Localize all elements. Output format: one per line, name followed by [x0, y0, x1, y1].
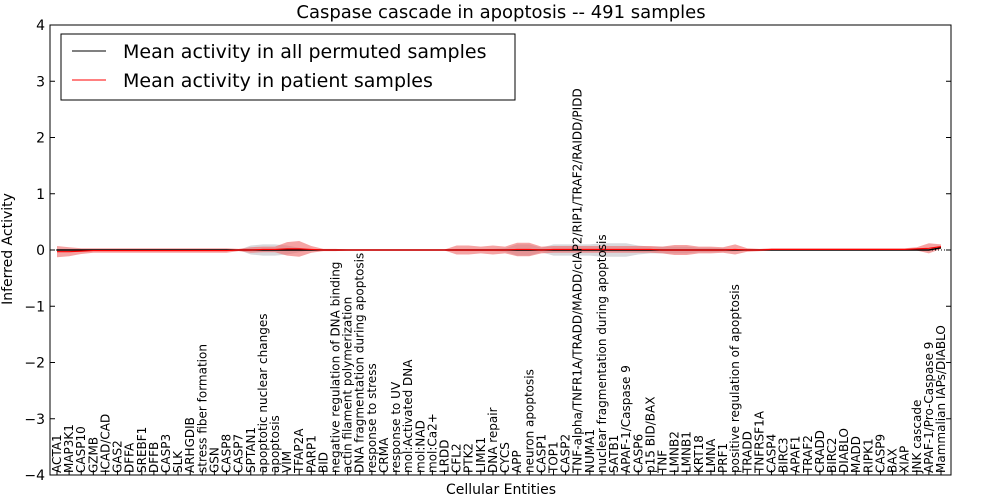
x-tick-label: mol:NAD: [413, 420, 427, 473]
x-tick-label: BIRC3: [777, 437, 791, 473]
x-tick-label: DIABLO: [837, 428, 851, 473]
x-tick-label: ARHGDIB: [183, 417, 197, 473]
x-tick-label: GZMB: [86, 437, 100, 473]
x-tick-label: CASP2: [559, 434, 573, 473]
y-tick-label: −2: [24, 356, 45, 372]
x-tick-label: response to UV: [389, 381, 403, 473]
x-tick-label: nuclear fragmentation during apoptosis: [595, 234, 609, 473]
x-tick-label: actin filament polymerization: [341, 297, 355, 473]
x-tick-label: negative regulation of DNA binding: [329, 262, 343, 473]
x-tick-label: TNFRSF1A: [752, 410, 766, 474]
chart-title: Caspase cascade in apoptosis -- 491 samp…: [296, 2, 705, 23]
x-tick-label: CASP6: [631, 434, 645, 473]
x-tick-label: SPTAN1: [244, 427, 258, 473]
x-tick-label: DNA repair: [486, 407, 500, 473]
x-tick-label: mol:Activated DNA: [401, 359, 415, 473]
x-tick-label: PARP1: [304, 435, 318, 473]
x-tick-label: KRT18: [692, 435, 706, 473]
legend-frame: [60, 33, 516, 101]
x-tick-label: LMNA: [704, 438, 718, 473]
x-tick-label: DFFA: [123, 442, 137, 473]
x-tick-label: ACTA1: [50, 434, 64, 473]
x-tick-label: APAF-1/Pro-Caspase 9: [922, 342, 936, 473]
x-tick-label: TFAP2A: [292, 428, 306, 474]
legend-label-patient: Mean activity in patient samples: [123, 70, 433, 92]
x-tick-label: BID: [316, 452, 330, 473]
x-tick-label: CYCS: [498, 442, 512, 473]
x-tick-label: DFFB: [147, 442, 161, 473]
x-tick-label: BIRC2: [825, 437, 839, 473]
x-tick-label: LMNB1: [680, 431, 694, 473]
x-tick-label: PTK2: [462, 443, 476, 473]
x-tick-label: JNK cascade: [910, 400, 924, 474]
x-tick-label: CASP10: [74, 426, 88, 473]
x-tick-label: GAS2: [111, 440, 125, 473]
x-tick-label: CASP7: [232, 434, 246, 473]
x-tick-label: ICAD/CAD: [98, 414, 112, 473]
x-tick-label: CASP8: [220, 434, 234, 473]
y-tick-label: 3: [36, 74, 45, 90]
x-tick-label: APAF-1/Caspase 9: [619, 365, 633, 473]
y-tick-label: −4: [24, 468, 45, 484]
x-tick-label: TNF-alpha/TNFR1A/TRADD/MADD/cIAP2/RIP1/T…: [571, 88, 585, 474]
patient-mean-line: [57, 246, 942, 253]
x-tick-label: CASP4: [764, 434, 778, 473]
y-tick-label: 4: [36, 18, 45, 34]
x-tick-label: positive regulation of apoptosis: [728, 284, 742, 473]
x-tick-label: TRAF2: [801, 435, 815, 474]
x-tick-label: neuron apoptosis: [522, 369, 536, 473]
x-tick-label: NUMA1: [583, 429, 597, 473]
x-tick-label: apoptotic nuclear changes: [256, 314, 270, 473]
x-tick-label: CASP3: [159, 434, 173, 473]
x-tick-label: CASP1: [534, 434, 548, 473]
x-tick-label: PRF1: [716, 443, 730, 473]
y-tick-label: −1: [24, 299, 45, 315]
legend: Mean activity in all permuted samples Me…: [60, 33, 516, 101]
x-tick-label: RIPK1: [861, 438, 875, 473]
axes-frame: [49, 24, 952, 476]
x-tick-label: GSN: [207, 447, 221, 473]
y-tick-label: 2: [36, 131, 45, 147]
legend-label-permuted: Mean activity in all permuted samples: [123, 41, 486, 63]
x-tick-label: XIAP: [898, 446, 912, 473]
x-tick-label: CRMA: [377, 437, 391, 473]
x-tick-label: LIMK1: [474, 437, 488, 473]
x-tick-label: BAX: [886, 448, 900, 473]
x-axis-label: Cellular Entities: [446, 482, 556, 498]
x-tick-label: SLK: [171, 450, 185, 473]
x-tick-label: TNF: [655, 450, 669, 474]
y-tick-label: 1: [36, 187, 45, 203]
x-tick-label: CRADD: [813, 430, 827, 473]
x-tick-label: LMNB2: [668, 431, 682, 473]
plot-area: −4 −3 −2 −1 0 1 2 3 4 ACTA1MAP3K1CASP10GZMBICAD/C…: [24, 18, 952, 484]
x-tick-label: CFL2: [450, 443, 464, 473]
x-tick-label: APP: [510, 450, 524, 473]
x-tick-label: Mammalian IAPs/DIABLO: [934, 325, 948, 473]
x-tick-label: DNA fragmentation during apoptosis: [353, 253, 367, 473]
y-axis-label: Inferred Activity: [0, 193, 16, 305]
x-tick-label: apoptosis: [268, 415, 282, 473]
patient-band: [57, 241, 941, 258]
y-tick-label: 0: [36, 243, 45, 259]
x-tick-label: MAP3K1: [62, 424, 76, 473]
x-tick-label: APAF1: [789, 436, 803, 473]
x-tick-label: VIM: [280, 451, 294, 473]
x-tick-label: TOP1: [546, 441, 560, 474]
x-tick-label: LRDD: [438, 439, 452, 473]
x-tick-label: response to stress: [365, 363, 379, 473]
x-tick-label: MADD: [849, 436, 863, 473]
x-tick-label: SREBF1: [135, 427, 149, 473]
x-tick-label: CASP9: [873, 434, 887, 473]
x-tick-label: TRADD: [740, 431, 754, 474]
x-tick-label: stress fiber formation: [195, 344, 209, 473]
x-tick-label: SATB1: [607, 435, 621, 473]
x-tick-label: p15 BID/BAX: [643, 397, 657, 473]
x-tick-label: mol:Ca2+: [425, 413, 439, 473]
y-tick-label: −3: [24, 412, 45, 428]
